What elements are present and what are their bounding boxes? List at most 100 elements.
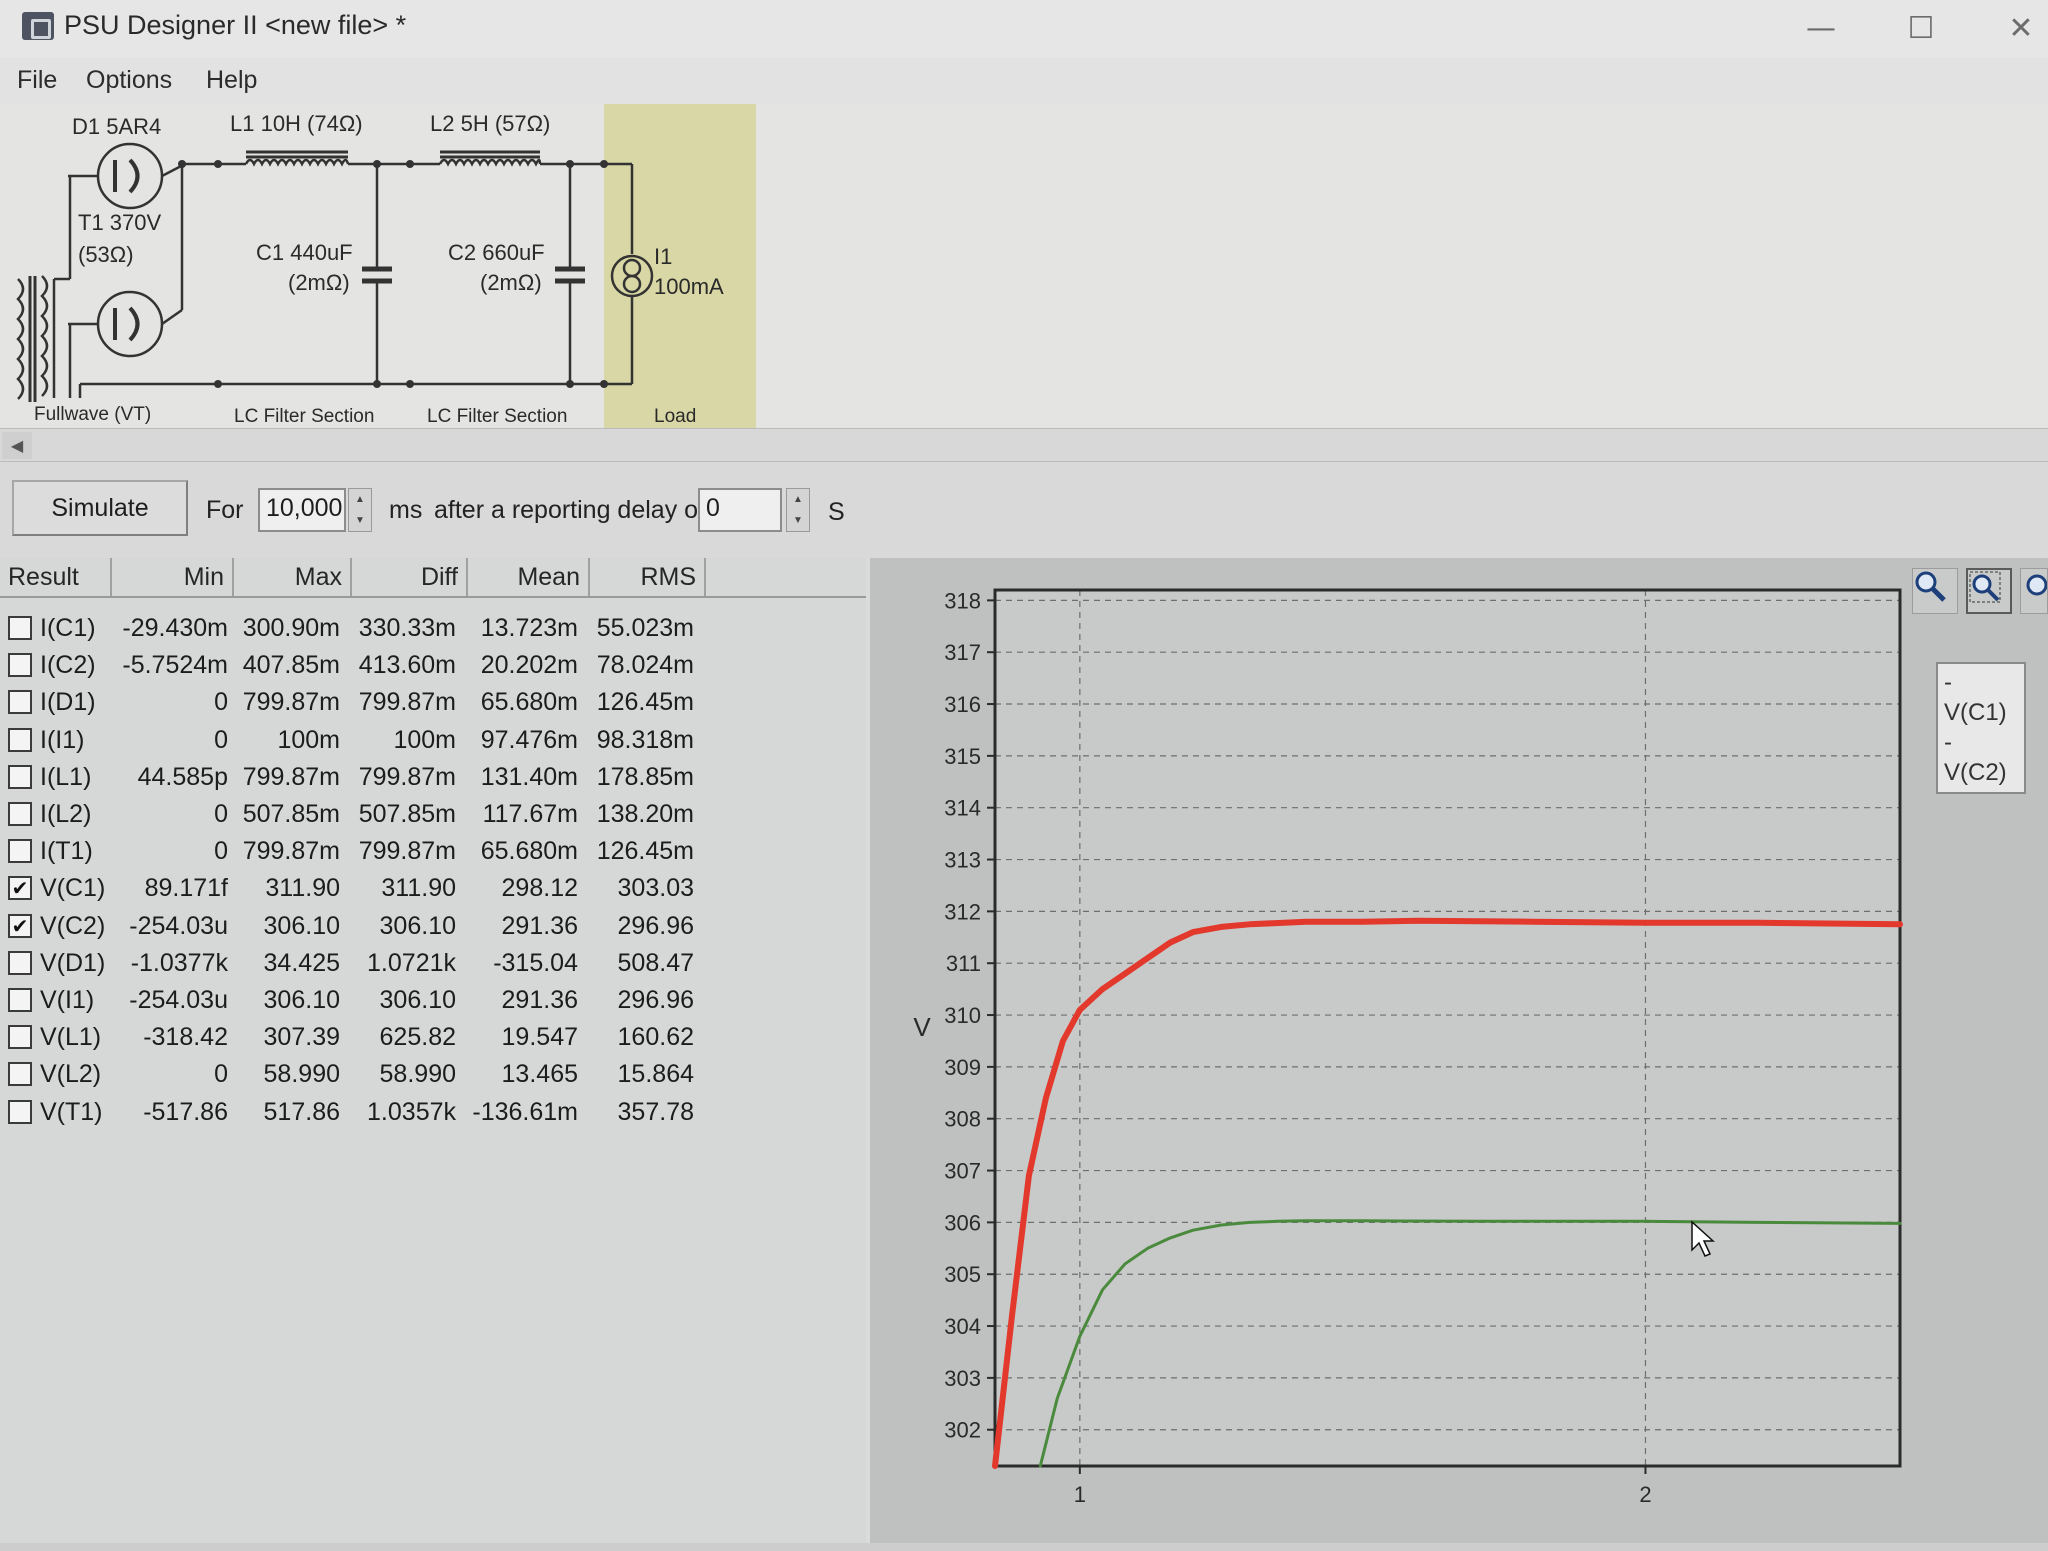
row-rms-value: 98.318m <box>596 725 694 754</box>
table-row[interactable]: I(I1) 0 100m 100m 97.476m 98.318m <box>0 722 866 759</box>
maximize-button[interactable]: ☐ <box>1907 10 1935 46</box>
menu-options[interactable]: Options <box>86 66 173 94</box>
row-checkbox[interactable] <box>8 764 32 789</box>
menu-bar: File Options Help <box>0 58 2048 104</box>
row-checkbox[interactable]: ✔ <box>8 913 32 938</box>
table-row[interactable]: V(L1) -318.42 307.39 625.82 19.547 160.62 <box>0 1019 866 1056</box>
table-row[interactable]: I(C2) -5.7524m 407.85m 413.60m 20.202m 78.024… <box>0 647 866 684</box>
column-result[interactable]: Result <box>0 558 112 596</box>
row-rms-value: 303.03 <box>617 874 694 903</box>
label-c1: C1 440uF <box>256 240 353 265</box>
row-checkbox[interactable] <box>8 690 32 715</box>
table-row[interactable]: V(L2) 0 58.990 58.990 13.465 15.864 <box>0 1056 866 1093</box>
table-row[interactable]: ✔ V(C1) 89.171f 311.90 311.90 298.12 303.03 <box>0 870 866 907</box>
label-d1: D1 5AR4 <box>72 114 161 139</box>
row-max-value: 300.90m <box>242 614 340 642</box>
row-min-value: 0 <box>214 837 228 866</box>
zoom-box-icon[interactable] <box>1966 568 2012 614</box>
voltage-chart[interactable]: 302 303 304 305 306 307 308 309 310 311 312 313 314 3… <box>870 558 2048 1543</box>
row-mean-value: 13.465 <box>501 1060 578 1089</box>
simulate-button[interactable]: Simulate <box>12 480 188 536</box>
row-checkbox[interactable] <box>8 653 32 678</box>
row-result-name: V(C1) <box>40 874 106 903</box>
row-checkbox[interactable] <box>8 988 32 1012</box>
row-result-name: V(I1) <box>40 986 95 1014</box>
delay-spinner[interactable]: ▲ ▼ <box>786 488 810 532</box>
zoom-icon[interactable] <box>1912 568 1958 614</box>
column-max[interactable]: Max <box>234 558 352 596</box>
row-rms-value: 126.45m <box>596 837 694 866</box>
row-mean-value: -315.04 <box>493 948 578 977</box>
row-checkbox[interactable] <box>8 1099 32 1124</box>
table-row[interactable]: ✔ V(C2) -254.03u 306.10 306.10 291.36 296.96 <box>0 908 866 945</box>
results-table: Result Min Max Diff Mean RMS I(C1) -29.43… <box>0 558 866 1551</box>
current-source-icon <box>610 164 654 384</box>
transformer-icon <box>16 275 70 402</box>
table-row[interactable]: I(C1) -29.430m 300.90m 330.33m 13.723m 55.023… <box>0 610 866 647</box>
menu-file[interactable]: File <box>17 66 58 94</box>
status-strip <box>0 1543 2048 1551</box>
y-tick-label: 308 <box>944 1107 981 1132</box>
x-tick-label: 1 <box>1074 1482 1086 1507</box>
column-mean[interactable]: Mean <box>468 558 590 596</box>
x-tick-label: 2 <box>1639 1482 1651 1507</box>
row-min-value: -254.03u <box>129 911 228 940</box>
row-diff-value: 58.990 <box>379 1060 456 1089</box>
duration-spinner[interactable]: ▲ ▼ <box>348 488 372 532</box>
table-row[interactable]: V(D1) -1.0377k 34.425 1.0721k -315.04 508.47 <box>0 945 866 982</box>
row-max-value: 306.10 <box>263 911 340 940</box>
label-i1-current: 100mA <box>654 274 724 299</box>
row-rms-value: 78.024m <box>596 651 694 680</box>
row-checkbox[interactable] <box>8 839 32 864</box>
column-rms[interactable]: RMS <box>590 558 706 596</box>
row-checkbox[interactable] <box>8 802 32 826</box>
row-checkbox[interactable] <box>8 616 32 640</box>
row-checkbox[interactable]: ✔ <box>8 876 32 901</box>
row-max-value: 307.39 <box>263 1023 340 1052</box>
scroll-left-arrow-icon[interactable]: ◀ <box>2 432 32 459</box>
row-result-name: V(T1) <box>40 1097 103 1126</box>
row-result-name: V(C2) <box>40 911 106 940</box>
section-rectifier: Fullwave (VT) <box>34 404 151 425</box>
column-diff[interactable]: Diff <box>352 558 468 596</box>
label-c2-esr: (2mΩ) <box>480 270 542 295</box>
row-result-name: I(C2) <box>40 651 96 680</box>
inductor-l1-icon <box>244 150 350 167</box>
row-diff-value: 799.87m <box>358 688 456 717</box>
row-result-name: I(L2) <box>40 800 92 828</box>
row-mean-value: -136.61m <box>472 1097 578 1126</box>
load-section-highlight[interactable] <box>604 104 756 430</box>
table-row[interactable]: V(T1) -517.86 517.86 1.0357k -136.61m 357.78 <box>0 1094 866 1131</box>
row-min-value: 0 <box>214 725 228 754</box>
row-checkbox[interactable] <box>8 1025 32 1050</box>
series-line-vc1 <box>992 917 1903 1469</box>
menu-help[interactable]: Help <box>206 66 258 94</box>
row-result-name: I(T1) <box>40 837 93 866</box>
row-checkbox[interactable] <box>8 727 32 752</box>
delay-input[interactable]: 0 <box>698 488 782 532</box>
y-tick-label: 310 <box>944 1003 981 1028</box>
table-row[interactable]: I(T1) 0 799.87m 799.87m 65.680m 126.45m <box>0 833 866 870</box>
row-checkbox[interactable] <box>8 1062 32 1087</box>
zoom-reset-icon[interactable] <box>2020 568 2048 614</box>
label-t1: T1 370V <box>78 210 161 235</box>
row-max-value: 34.425 <box>263 948 340 977</box>
table-row[interactable]: I(D1) 0 799.87m 799.87m 65.680m 126.45m <box>0 684 866 721</box>
section-lc-filter-1: LC Filter Section <box>234 406 374 427</box>
column-min[interactable]: Min <box>112 558 234 596</box>
row-checkbox[interactable] <box>8 950 32 975</box>
row-diff-value: 330.33m <box>358 614 456 642</box>
row-min-value: 0 <box>214 1060 228 1089</box>
schematic-scrollbar[interactable]: ◀ <box>0 428 2048 462</box>
close-button[interactable]: ✕ <box>2008 10 2034 46</box>
table-row[interactable]: I(L2) 0 507.85m 507.85m 117.67m 138.20m <box>0 796 866 833</box>
row-diff-value: 1.0721k <box>367 948 456 977</box>
duration-input[interactable]: 10,000 <box>258 488 346 532</box>
minimize-button[interactable]: — <box>1806 10 1836 46</box>
table-row[interactable]: I(L1) 44.585p 799.87m 799.87m 131.40m 178.85m <box>0 759 866 796</box>
row-max-value: 100m <box>277 725 340 754</box>
table-row[interactable]: V(I1) -254.03u 306.10 306.10 291.36 296.96 <box>0 982 866 1019</box>
label-i1: I1 <box>654 244 672 269</box>
row-min-value: 44.585p <box>137 762 228 791</box>
series-line-vc2 <box>1038 1219 1902 1468</box>
